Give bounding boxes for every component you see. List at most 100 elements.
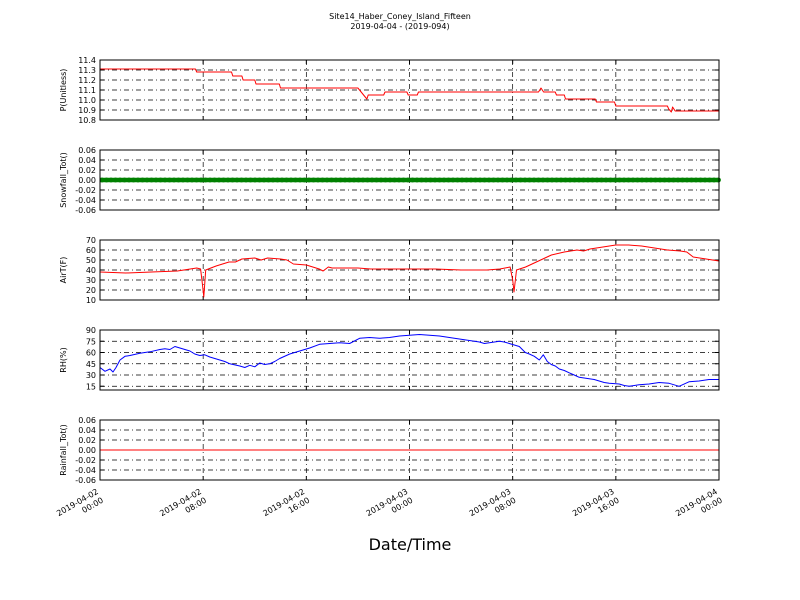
snowfall-marker [158, 177, 163, 183]
snowfall-marker [392, 177, 397, 183]
snowfall-marker [437, 177, 442, 183]
air-temp-axes-frame [99, 239, 720, 301]
snowfall-marker [266, 177, 271, 183]
snowfall-ytick-label: 0.02 [78, 166, 96, 175]
snowfall-marker [702, 177, 708, 183]
rainfall-ytick-label: 0.00 [78, 446, 96, 455]
snowfall-marker [527, 177, 532, 183]
pressure-ytick-label: 11.0 [78, 96, 96, 105]
chart-subtitle: 2019-04-04 - (2019-094) [350, 22, 449, 31]
snowfall-marker [675, 177, 681, 183]
snowfall-marker [360, 177, 366, 183]
snowfall-marker [135, 177, 141, 183]
snowfall-marker [387, 177, 393, 183]
snowfall-marker [347, 177, 352, 183]
snowfall-marker [383, 177, 388, 183]
snowfall-marker [365, 177, 370, 183]
snowfall-marker [401, 177, 406, 183]
snowfall-marker [149, 177, 154, 183]
air-temp-ytick-label: 40 [86, 266, 96, 275]
snowfall-marker [621, 177, 627, 183]
snowfall-marker [482, 177, 487, 183]
snowfall-marker [522, 177, 528, 183]
snowfall-marker [590, 177, 595, 183]
snowfall-marker [185, 177, 190, 183]
snowfall-marker [297, 177, 303, 183]
snowfall-marker [324, 177, 330, 183]
snowfall-marker [410, 177, 415, 183]
snowfall-marker [356, 177, 361, 183]
snowfall-marker [626, 177, 631, 183]
snowfall-marker [153, 177, 159, 183]
snowfall-marker [338, 177, 343, 183]
rainfall-y-axis-label: Rainfall_Tot() [59, 424, 68, 476]
snowfall-marker [468, 177, 474, 183]
snowfall-marker [648, 177, 654, 183]
snowfall-marker [180, 177, 186, 183]
snowfall-marker [459, 177, 465, 183]
snowfall-marker [216, 177, 222, 183]
snowfall-marker [257, 177, 262, 183]
snowfall-marker [117, 177, 123, 183]
snowfall-marker [680, 177, 685, 183]
snowfall-marker [234, 177, 240, 183]
snowfall-marker [477, 177, 483, 183]
snowfall-ytick-label: 0.04 [78, 156, 96, 165]
snowfall-marker [585, 177, 591, 183]
snowfall-marker [536, 177, 541, 183]
snowfall-marker [617, 177, 622, 183]
snowfall-marker [104, 177, 109, 183]
pressure-ytick-label: 11.2 [78, 76, 96, 85]
snowfall-marker [279, 177, 285, 183]
snowfall-marker [545, 177, 550, 183]
snowfall-marker [374, 177, 379, 183]
snowfall-marker [306, 177, 312, 183]
snowfall-marker [311, 177, 316, 183]
pressure-ytick-label: 11.4 [78, 56, 96, 65]
air-temp-ytick-label: 70 [86, 236, 96, 245]
rh-series-line [99, 334, 719, 387]
snowfall-marker [333, 177, 339, 183]
air-temp-ytick-label: 20 [86, 286, 96, 295]
snowfall-marker [671, 177, 676, 183]
chart-title: Site14_Haber_Coney_Island_Fifteen [329, 12, 471, 21]
snowfall-marker [513, 177, 519, 183]
snowfall-marker [261, 177, 267, 183]
snowfall-marker [122, 177, 127, 183]
snowfall-axes-frame [99, 149, 720, 211]
snowfall-marker [608, 177, 613, 183]
snowfall-marker [167, 177, 172, 183]
snowfall-marker [518, 177, 523, 183]
snowfall-marker [378, 177, 384, 183]
snowfall-marker [576, 177, 582, 183]
snowfall-marker [176, 177, 181, 183]
snowfall-marker [581, 177, 586, 183]
snowfall-marker [293, 177, 298, 183]
snowfall-marker [351, 177, 357, 183]
snowfall-marker [405, 177, 411, 183]
snowfall-marker [369, 177, 375, 183]
rh-ytick-label: 15 [86, 382, 96, 391]
snowfall-marker [603, 177, 609, 183]
panel-rh: 15 30 45 60 75 90 RH(%) [59, 326, 720, 391]
snowfall-marker [464, 177, 469, 183]
snowfall-marker [639, 177, 645, 183]
snowfall-marker [563, 177, 568, 183]
snowfall-marker [635, 177, 640, 183]
snowfall-marker [473, 177, 478, 183]
snowfall-marker [198, 177, 204, 183]
snowfall-marker [531, 177, 537, 183]
snowfall-y-axis-label: Snowfall_Tot() [59, 152, 68, 208]
pressure-ytick-label: 10.9 [78, 106, 96, 115]
snowfall-marker [662, 177, 667, 183]
snowfall-marker [225, 177, 231, 183]
panel-rainfall: -0.06-0.04-0.020.000.020.040.06 Rainfall_… [59, 416, 720, 485]
rh-ytick-label: 60 [86, 349, 96, 358]
air-temp-ytick-label: 30 [86, 276, 96, 285]
snowfall-marker [302, 177, 307, 183]
